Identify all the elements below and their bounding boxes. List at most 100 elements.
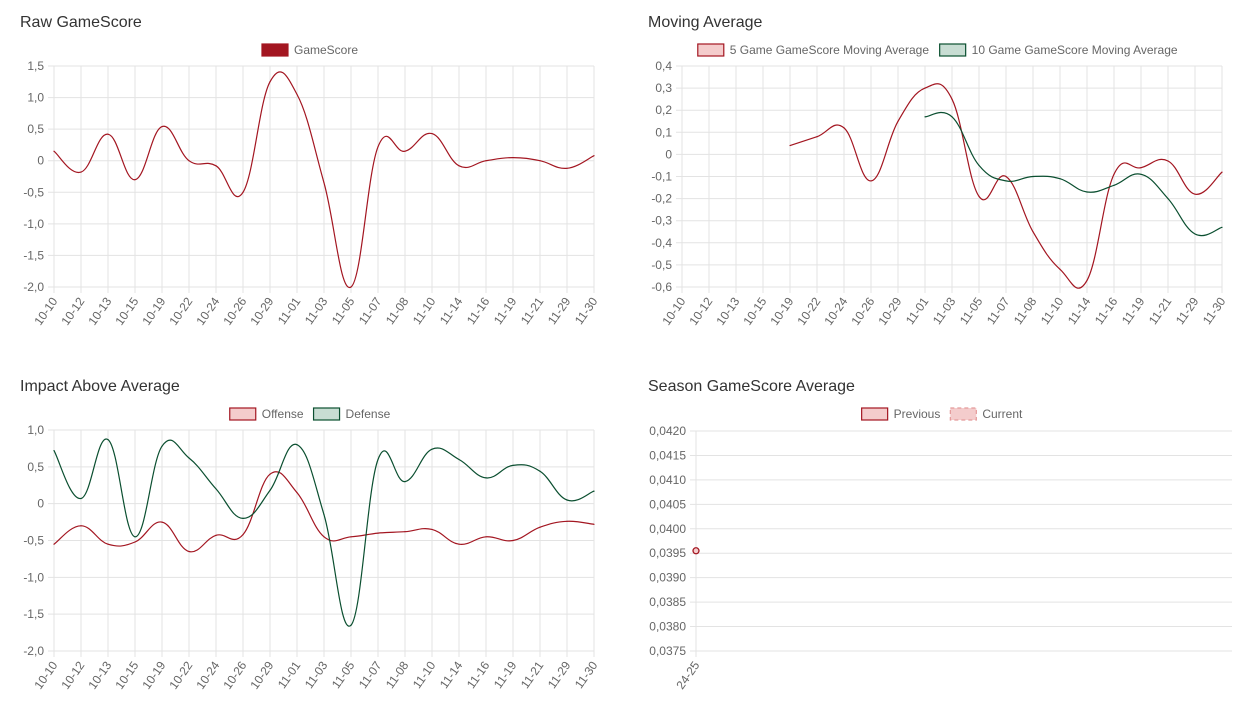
x-tick-label: 11-29 — [545, 294, 574, 327]
legend-swatch — [229, 407, 257, 421]
x-tick-label: 10-29 — [247, 294, 276, 327]
legend-item: 10 Game GameScore Moving Average — [939, 43, 1178, 57]
y-tick-label: 0,0390 — [649, 571, 686, 585]
series-line — [924, 111, 1223, 237]
data-point — [566, 499, 568, 501]
x-tick-label: 11-01 — [903, 294, 932, 327]
data-point — [404, 531, 406, 533]
y-tick-label: 0,0375 — [649, 644, 686, 658]
data-point — [843, 127, 845, 129]
legend-item: Defense — [312, 407, 391, 421]
data-point — [566, 167, 568, 169]
y-tick-label: 0,0385 — [649, 595, 686, 609]
x-axis: 24-25 — [673, 658, 702, 691]
data-point — [924, 116, 926, 118]
x-tick-label: 11-01 — [275, 658, 304, 691]
data-point — [296, 93, 298, 96]
y-tick-label: 0 — [665, 147, 672, 161]
x-tick-label: 11-03 — [302, 658, 331, 691]
data-point — [485, 160, 487, 162]
x-tick-label: 11-16 — [464, 294, 493, 327]
x-tick-label: 11-10 — [410, 658, 439, 691]
y-tick-label: 0,0405 — [649, 497, 686, 511]
data-point — [269, 81, 271, 83]
x-tick-label: 10-12 — [58, 294, 87, 327]
x-tick-label: 10-12 — [686, 294, 715, 327]
x-tick-label: 11-05 — [329, 658, 358, 691]
x-tick-label: 11-19 — [491, 294, 520, 327]
data-point — [458, 458, 460, 461]
x-tick-label: 11-30 — [572, 658, 601, 691]
data-point — [215, 488, 217, 490]
series-1 — [53, 438, 595, 627]
y-tick-label: -0,5 — [23, 534, 44, 548]
y-tick-label: -1,0 — [23, 217, 44, 231]
y-tick-label: 0,0420 — [649, 424, 686, 438]
y-tick-label: 0,0380 — [649, 620, 686, 634]
x-tick-label: 24-25 — [673, 658, 702, 691]
data-point — [404, 480, 406, 483]
data-point — [323, 514, 325, 516]
data-point — [1113, 173, 1115, 175]
x-tick-label: 10-15 — [112, 294, 141, 327]
legend-swatch — [312, 407, 341, 421]
x-tick-label: 10-22 — [166, 658, 195, 691]
grid — [48, 65, 595, 293]
data-point — [951, 98, 953, 100]
series-0 — [53, 71, 595, 288]
x-tick-label: 11-16 — [1092, 294, 1121, 327]
legend: Offense Defense — [229, 407, 391, 421]
y-axis: 0,0420 0,0415 0,0410 0,0405 0,0400 0,0395 0,03… — [649, 424, 686, 658]
x-tick-label: 11-14 — [437, 294, 466, 327]
data-point — [269, 473, 271, 475]
moving-average-chart: 0,40,30,20,10-0,1-0,2-0,3-0,4-0,5-0,610-… — [651, 43, 1228, 328]
x-tick-label: 10-24 — [193, 294, 222, 327]
data-point — [134, 536, 136, 538]
data-point — [1221, 171, 1223, 173]
x-tick-label: 10-29 — [875, 294, 904, 327]
data-point — [1194, 233, 1196, 235]
data-point — [53, 450, 55, 452]
data-point — [431, 448, 433, 450]
impact-above-average-chart: 1,00,50-0,5-1,0-1,5-2,010-1010-1210-1310… — [23, 407, 601, 692]
x-tick-label: 10-26 — [220, 658, 249, 691]
panel-title: Raw GameScore — [20, 14, 142, 31]
data-point — [485, 477, 487, 479]
data-point — [458, 543, 460, 545]
data-point — [377, 458, 379, 461]
legend-item: 5 Game GameScore Moving Average — [697, 43, 929, 57]
x-tick-label: 10-13 — [713, 294, 742, 327]
x-tick-label: 11-19 — [1119, 294, 1148, 327]
data-point — [951, 116, 953, 118]
y-tick-label: -0,5 — [23, 185, 44, 199]
legend-swatch — [861, 407, 889, 421]
data-point — [188, 550, 190, 553]
x-tick-label: 10-29 — [247, 658, 276, 691]
data-point — [242, 517, 244, 519]
x-tick-label: 10-19 — [139, 658, 168, 691]
data-point — [539, 526, 541, 528]
legend-label: GameScore — [294, 43, 358, 57]
data-point — [188, 457, 190, 459]
data-point — [512, 464, 514, 466]
data-point — [1005, 175, 1007, 178]
y-tick-label: -1,5 — [23, 248, 44, 262]
raw-gamescore-chart: 1,51,00,50-0,5-1,0-1,5-2,010-1010-1210-1… — [23, 43, 600, 328]
legend-item: GameScore — [261, 43, 358, 57]
data-point — [107, 133, 109, 135]
data-point — [350, 624, 352, 626]
x-tick-label: 11-21 — [518, 294, 547, 327]
x-tick-label: 11-07 — [356, 658, 385, 691]
y-tick-label: 0,4 — [655, 59, 672, 73]
data-point — [323, 536, 325, 538]
x-tick-label: 10-13 — [85, 658, 114, 691]
raw-gamescore-panel: Raw GameScore 1,5 1,0 0,5 0 -0,5 -1,0 -1,5 -2,0… — [20, 14, 601, 344]
data-point — [215, 165, 217, 167]
legend-swatch — [939, 43, 967, 57]
data-point — [924, 87, 926, 89]
grid — [690, 430, 1232, 657]
x-tick-label: 11-03 — [930, 294, 959, 327]
y-tick-label: -1,0 — [23, 570, 44, 584]
x-tick-label: 11-01 — [275, 294, 304, 327]
y-tick-label: -0,1 — [651, 170, 672, 184]
